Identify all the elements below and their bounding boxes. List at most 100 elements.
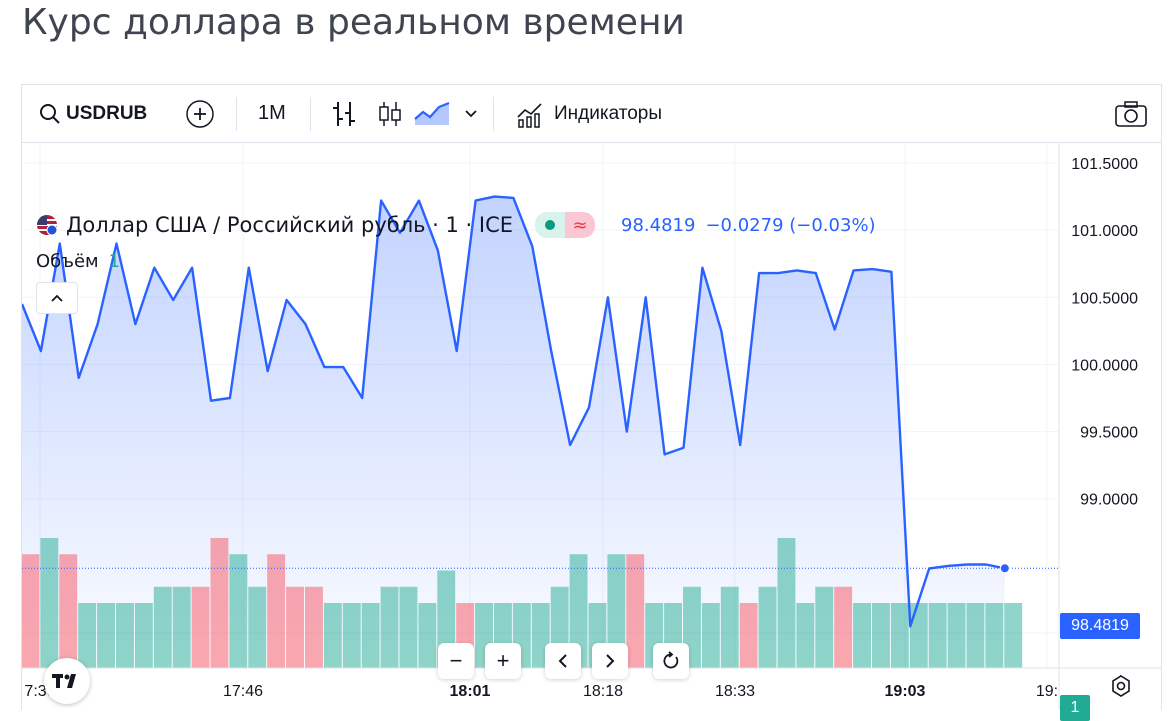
volume-bar xyxy=(1004,603,1023,668)
volume-bar xyxy=(21,554,40,668)
symbol-description: Доллар США / Российский рубль · 1 · ICE xyxy=(66,213,514,237)
scroll-right-button[interactable] xyxy=(592,643,628,679)
volume-bar xyxy=(116,603,134,668)
x-tick-label: 19:03 xyxy=(885,683,926,700)
y-tick-label: 101.5000 xyxy=(1071,156,1138,173)
volume-bar xyxy=(78,603,97,668)
volume-bar xyxy=(626,554,645,668)
volume-bar xyxy=(796,603,815,668)
volume-bar xyxy=(966,603,985,668)
volume-bar xyxy=(815,586,834,668)
volume-bar xyxy=(286,586,304,668)
chevron-left-icon xyxy=(558,654,567,668)
volume-bar xyxy=(229,554,248,668)
indicators-icon xyxy=(517,102,542,128)
chart-type-dropdown[interactable] xyxy=(464,85,478,142)
collapse-legend-button[interactable] xyxy=(36,282,78,314)
volume-bar xyxy=(985,603,1004,668)
legend-last-price: 98.4819 xyxy=(621,214,696,236)
volume-value: 1 xyxy=(108,251,121,272)
candles-icon xyxy=(379,101,401,126)
page-title: Курс доллара в реальном времени xyxy=(22,2,685,43)
legend-change: −0.0279 (−0.03%) xyxy=(705,214,876,236)
last-price-point xyxy=(999,563,1010,574)
volume-bar xyxy=(909,603,928,668)
x-tick-label: 18:33 xyxy=(715,683,755,700)
minus-icon: − xyxy=(449,648,463,673)
zoom-in-button[interactable]: + xyxy=(485,643,521,679)
candles-chart-type-button[interactable] xyxy=(377,85,403,142)
volume-bar xyxy=(701,603,720,668)
reset-chart-button[interactable] xyxy=(653,643,689,679)
volume-bar xyxy=(853,603,871,668)
usd-rub-flag-icon xyxy=(37,215,58,236)
price-area-fill xyxy=(22,196,1005,668)
y-tick-label: 100.5000 xyxy=(1071,290,1138,307)
chevron-down-icon xyxy=(465,109,477,117)
volume-tag: 1 xyxy=(1060,695,1090,721)
y-tick-label: 99.5000 xyxy=(1080,425,1138,442)
volume-bar xyxy=(418,603,437,668)
volume-bar xyxy=(210,538,229,668)
volume-bar xyxy=(97,603,115,668)
area-chart-icon xyxy=(414,101,450,125)
volume-bar xyxy=(834,586,853,668)
volume-bar xyxy=(380,586,399,668)
plus-circle-icon xyxy=(186,99,214,128)
volume-bar xyxy=(267,554,286,668)
chart-legend: Доллар США / Российский рубль · 1 · ICE … xyxy=(36,212,876,238)
volume-bar xyxy=(758,586,777,668)
volume-bar xyxy=(569,554,588,668)
reset-icon xyxy=(663,651,679,669)
market-open-icon xyxy=(535,212,566,238)
bar-chart-type-button[interactable] xyxy=(331,85,357,142)
screenshot-button[interactable] xyxy=(1114,85,1148,142)
volume-bar xyxy=(361,603,380,668)
volume-legend: Объём 1 xyxy=(36,251,120,272)
market-status-badge[interactable]: ≈ xyxy=(535,212,596,238)
y-tick-label: 101.0000 xyxy=(1071,223,1138,240)
volume-bar xyxy=(248,586,267,668)
volume-bar xyxy=(928,603,947,668)
bar-chart-icon xyxy=(333,101,355,126)
volume-bar xyxy=(777,538,796,668)
volume-bar xyxy=(40,538,59,668)
area-chart-type-button[interactable] xyxy=(413,85,451,142)
volume-bar xyxy=(59,554,78,668)
chart-widget: USDRUB 1M Индикаторы xyxy=(20,84,1162,721)
y-tick-label: 99.0000 xyxy=(1080,492,1138,509)
volume-bar xyxy=(872,603,890,668)
search-icon xyxy=(40,103,60,124)
tradingview-logo-icon xyxy=(52,674,76,688)
volume-bar xyxy=(720,586,739,668)
price-chart[interactable]: 101.5000 101.0000 100.5000 100.0000 99.5000 9… xyxy=(20,143,1161,710)
volume-bar xyxy=(172,586,191,668)
zoom-out-button[interactable]: − xyxy=(438,643,474,679)
volume-bar xyxy=(134,603,153,668)
tradingview-logo[interactable] xyxy=(44,658,90,704)
volume-bar xyxy=(399,586,418,668)
plus-icon: + xyxy=(496,648,510,673)
symbol-search-button[interactable]: USDRUB xyxy=(38,85,147,142)
delayed-data-icon: ≈ xyxy=(565,212,596,238)
x-tick-label: 18:01 xyxy=(450,683,491,700)
chevron-up-icon xyxy=(51,294,63,302)
camera-icon xyxy=(1115,100,1147,127)
volume-bar xyxy=(191,586,210,668)
volume-bar xyxy=(607,554,626,668)
compare-button[interactable] xyxy=(185,85,215,142)
volume-bar xyxy=(153,586,172,668)
x-tick-label: 18:18 xyxy=(583,683,623,700)
last-price-tag: 98.4819 xyxy=(1060,613,1140,639)
axis-settings-icon[interactable] xyxy=(1112,675,1130,697)
volume-bar xyxy=(323,603,342,668)
scroll-left-button[interactable] xyxy=(545,643,581,679)
indicators-label: Индикаторы xyxy=(554,102,663,124)
interval-button[interactable]: 1M xyxy=(258,102,286,124)
chevron-right-icon xyxy=(606,654,615,668)
x-tick-label: 17:46 xyxy=(223,683,263,700)
chart-toolbar: USDRUB 1M Индикаторы xyxy=(22,85,1161,143)
chart-area[interactable]: 101.5000 101.0000 100.5000 100.0000 99.5000 9… xyxy=(20,143,1161,721)
volume-label: Объём xyxy=(36,251,99,272)
indicators-button[interactable]: Индикаторы xyxy=(516,85,662,142)
